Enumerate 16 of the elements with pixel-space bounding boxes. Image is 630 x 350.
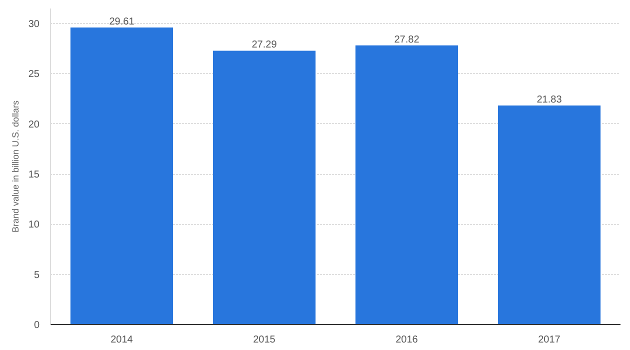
data-label: 27.82 <box>394 34 420 46</box>
y-tick-label: 15 <box>28 170 40 181</box>
data-label: 27.29 <box>252 40 278 51</box>
x-tick-label: 2014 <box>110 334 134 346</box>
x-tick-label: 2017 <box>538 334 561 346</box>
y-tick-label: 30 <box>28 19 40 30</box>
y-axis-title: Brand value in billion U.S. dollars <box>10 100 20 233</box>
x-tick-label: 2015 <box>253 334 276 346</box>
data-label: 21.83 <box>536 94 562 106</box>
y-tick-label: 0 <box>34 320 40 331</box>
y-tick-label: 5 <box>34 270 40 281</box>
y-tick-label: 10 <box>28 220 40 231</box>
data-label: 29.61 <box>109 16 135 28</box>
y-tick-label: 25 <box>28 69 40 80</box>
x-tick-label: 2016 <box>396 334 418 346</box>
y-tick-label: 20 <box>28 119 40 130</box>
